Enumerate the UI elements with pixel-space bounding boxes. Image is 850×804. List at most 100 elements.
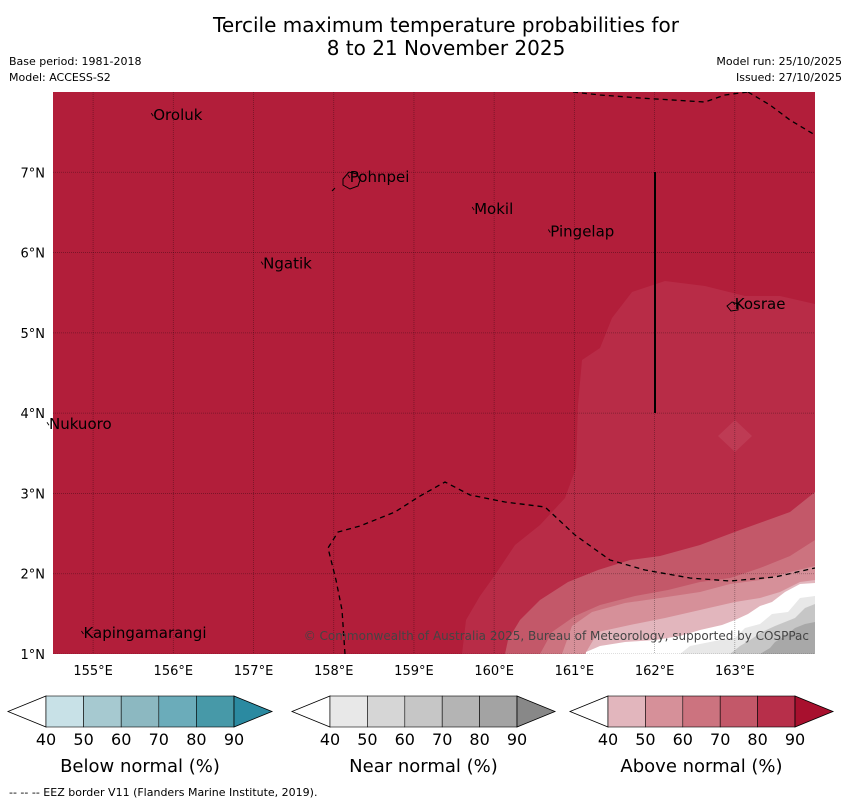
colorbar-below-tick: 80 (186, 730, 206, 749)
place-marker-pingelap (547, 229, 551, 233)
island-outlines (331, 171, 739, 312)
colorbar-near: 40 50 60 70 80 90 Near normal (%) (290, 695, 557, 777)
pohnpei-island (342, 171, 361, 190)
place-label-nukuoro: Nukuoro (49, 415, 112, 433)
colorbar-above-tick: 80 (747, 730, 767, 749)
colorbar-below-min-arrow (6, 695, 47, 728)
longitude-ticks: 155°E 156°E 157°E 158°E 159°E 160°E 161°E 162°E… (73, 664, 754, 679)
lon-tick-label: 159°E (394, 664, 434, 679)
colorbar-below-segment (158, 695, 197, 728)
title-line-1: Tercile maximum temperature probabilitie… (213, 13, 679, 37)
probability-field: © Commonwealth of Australia 2025, Bureau… (53, 92, 815, 654)
eez-border-north (572, 92, 749, 103)
colorbar-near-tick: 80 (469, 730, 489, 749)
place-label-mokil: Mokil (474, 200, 513, 218)
colorbar-near-tick: 50 (357, 730, 377, 749)
colorbar-above-segment (719, 695, 758, 728)
colorbar-above-tick: 50 (635, 730, 655, 749)
colorbar-above-title: Above normal (%) (620, 756, 782, 777)
colorbar-below-title: Below normal (%) (60, 756, 220, 777)
lat-tick-label: 4°N (21, 407, 46, 422)
near-normal-80-area (760, 622, 815, 654)
base-period-text: Base period: 1981-2018 (9, 55, 142, 68)
eez-borders (327, 92, 815, 654)
colorbar-near-segment (479, 695, 518, 728)
eez-border-northeast (747, 92, 815, 136)
colorbar-above-tick: 90 (785, 730, 805, 749)
lon-tick-label: 156°E (154, 664, 194, 679)
colorbar-near-segment (329, 695, 368, 728)
issued-text: Issued: 27/10/2025 (735, 71, 842, 84)
colorbar-above-tick: 60 (673, 730, 693, 749)
colorbar-near-max-arrow (516, 695, 557, 728)
kosrae-island (726, 301, 739, 312)
place-marker-nukuoro (46, 421, 50, 426)
colorbar-below-tick: 50 (73, 730, 93, 749)
colorbar-below-segment (83, 695, 122, 728)
place-label-kapingamarangi: Kapingamarangi (83, 624, 206, 642)
place-marker-pohnpei (347, 174, 351, 179)
title-line-2: 8 to 21 November 2025 (326, 36, 566, 60)
lat-tick-label: 1°N (21, 648, 46, 663)
colorbar-near-segment (404, 695, 443, 728)
colorbar-near-segment (367, 695, 406, 728)
colorbar-below-segment (196, 695, 235, 728)
colorbar-near-tick: 60 (395, 730, 415, 749)
lat-tick-label: 3°N (21, 487, 46, 502)
colorbar-below-tick: 40 (36, 730, 56, 749)
lon-tick-label: 163°E (715, 664, 755, 679)
copyright-text: © Commonwealth of Australia 2025, Bureau… (304, 629, 809, 643)
meta-right: Model run: 25/10/2025 Issued: 27/10/2025 (716, 54, 842, 86)
colorbar-near-segment (441, 695, 480, 728)
map-title: Tercile maximum temperature probabilitie… (0, 14, 850, 60)
colorbar-above-segment (645, 695, 684, 728)
eez-border-south (327, 481, 815, 654)
place-marker-kapingamarangi (81, 630, 84, 635)
colorbar-above-segment (607, 695, 646, 728)
colorbar-above-min-arrow (568, 695, 609, 728)
lon-tick-label: 160°E (474, 664, 514, 679)
place-marker-mokil (471, 206, 475, 211)
place-label-pohnpei: Pohnpei (350, 168, 410, 186)
place-marker-ngatik (260, 261, 264, 265)
colorbar-below-tick: 90 (224, 730, 244, 749)
colorbar-near-title: Near normal (%) (349, 756, 498, 777)
lat-tick-label: 6°N (21, 247, 46, 262)
colorbar-below-max-arrow (233, 695, 274, 728)
model-text: Model: ACCESS-S2 (9, 71, 111, 84)
place-marker-kosrae (732, 301, 736, 306)
meta-left: Base period: 1981-2018 Model: ACCESS-S2 (9, 54, 141, 86)
ant-atoll (331, 187, 336, 192)
colorbar-below-segment (120, 695, 160, 728)
colorbar-near-tick: 70 (432, 730, 452, 749)
colorbar-near-min-arrow (290, 695, 331, 728)
colorbar-above-max-arrow (794, 695, 835, 728)
lat-tick-label: 2°N (21, 568, 46, 583)
place-label-ngatik: Ngatik (263, 255, 312, 273)
colorbar-above-tick: 70 (710, 730, 730, 749)
place-label-kosrae: Kosrae (735, 295, 786, 313)
colorbar-above-tick: 40 (598, 730, 618, 749)
lon-tick-label: 155°E (73, 664, 113, 679)
lat-tick-label: 7°N (21, 166, 46, 181)
colorbar-near-tick: 40 (320, 730, 340, 749)
lon-tick-label: 162°E (635, 664, 675, 679)
colorbar-near-tick: 90 (507, 730, 527, 749)
model-run-text: Model run: 25/10/2025 (716, 55, 842, 68)
lon-tick-label: 157°E (234, 664, 274, 679)
lon-tick-label: 158°E (314, 664, 354, 679)
colorbar-above-segment (682, 695, 721, 728)
place-label-oroluk: Oroluk (153, 106, 202, 124)
latitude-ticks: 1°N 2°N 3°N 4°N 5°N 6°N 7°N (21, 166, 46, 663)
colorbar-above-segment (757, 695, 796, 728)
colorbar-below-segment (45, 695, 84, 728)
colorbar-below-tick: 70 (149, 730, 169, 749)
place-labels: Oroluk Pohnpei Mokil Pingelap Ngatik Kosrae Nu… (46, 106, 786, 642)
colorbar-below-tick: 60 (111, 730, 131, 749)
above-normal-80-patch (718, 420, 752, 452)
place-label-pingelap: Pingelap (550, 223, 614, 241)
